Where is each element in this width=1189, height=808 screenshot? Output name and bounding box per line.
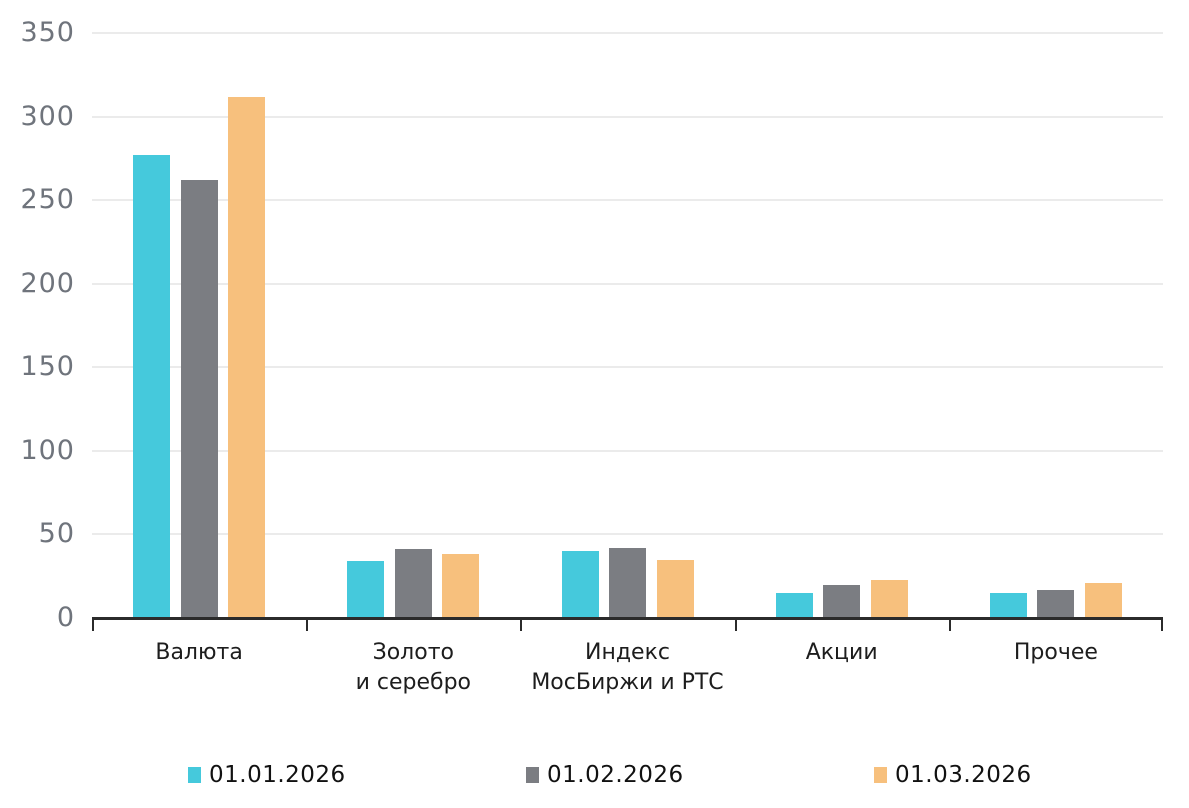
gridline-300 <box>92 115 1163 118</box>
bar-01.01.2026-cat4 <box>989 592 1027 618</box>
y-tick-label-150: 150 <box>20 351 75 383</box>
gridline-200 <box>92 282 1163 285</box>
gridline-150 <box>92 366 1163 369</box>
bar-01.01.2026-cat3 <box>775 592 813 618</box>
bar-01.01.2026-cat0 <box>133 155 171 618</box>
x-axis-tick-3 <box>734 619 737 631</box>
legend-swatch-icon <box>874 767 887 783</box>
x-axis-tick-2 <box>520 619 523 631</box>
bar-01.03.2026-cat1 <box>442 554 480 618</box>
legend-swatch-icon <box>188 767 201 783</box>
bar-01.03.2026-cat2 <box>656 559 694 618</box>
bar-01.02.2026-cat0 <box>180 180 218 618</box>
bar-01.01.2026-cat2 <box>561 551 599 618</box>
legend-item-01.01.2026: 01.01.2026 <box>188 762 346 788</box>
legend-item-01.03.2026: 01.03.2026 <box>874 762 1032 788</box>
y-tick-label-250: 250 <box>20 184 75 216</box>
bar-01.02.2026-cat1 <box>394 549 432 618</box>
y-tick-label-350: 350 <box>20 17 75 48</box>
y-tick-label-50: 50 <box>38 518 75 550</box>
bar-01.03.2026-cat3 <box>870 579 908 618</box>
category-label-line: Индекс <box>585 640 670 665</box>
gridline-350 <box>92 32 1163 34</box>
category-label-4: Прочее <box>926 638 1186 668</box>
category-label-0: Валюта <box>69 638 329 668</box>
x-axis-tick-5 <box>1161 619 1163 631</box>
category-label-line: Акции <box>805 640 878 665</box>
gridline-100 <box>92 449 1163 452</box>
category-label-1: Золото и серебро <box>283 638 543 698</box>
gridline-250 <box>92 199 1163 202</box>
y-tick-label-0: 0 <box>56 602 75 633</box>
bar-01.03.2026-cat0 <box>228 96 266 618</box>
bar-01.03.2026-cat4 <box>1084 582 1122 618</box>
legend-item-01.02.2026: 01.02.2026 <box>526 762 684 788</box>
y-tick-label-300: 300 <box>20 100 75 132</box>
x-axis-tick-0 <box>92 619 94 631</box>
y-tick-label-200: 200 <box>20 267 75 299</box>
y-tick-label-100: 100 <box>20 434 75 466</box>
category-label-line: Валюта <box>155 640 243 665</box>
bar-01.01.2026-cat1 <box>347 561 385 618</box>
x-axis-line <box>92 617 1163 620</box>
category-label-line: Прочее <box>1013 640 1098 665</box>
category-label-2: Индекс МосБиржи и РТС <box>498 638 758 698</box>
bar-01.02.2026-cat2 <box>609 547 646 618</box>
category-label-line: и серебро <box>355 670 471 695</box>
gridline-50 <box>92 533 1163 536</box>
x-axis-tick-1 <box>306 619 309 631</box>
legend-label: 01.03.2026 <box>895 762 1032 788</box>
bar-01.02.2026-cat3 <box>823 584 861 618</box>
legend-label: 01.01.2026 <box>209 762 346 788</box>
legend-label: 01.02.2026 <box>547 762 684 788</box>
category-label-line: МосБиржи и РТС <box>531 670 724 695</box>
legend-swatch-icon <box>526 767 539 783</box>
bar-01.02.2026-cat4 <box>1037 589 1075 618</box>
x-axis-tick-4 <box>948 619 951 631</box>
category-label-3: Акции <box>712 638 972 668</box>
category-label-line: Золото <box>372 640 454 665</box>
